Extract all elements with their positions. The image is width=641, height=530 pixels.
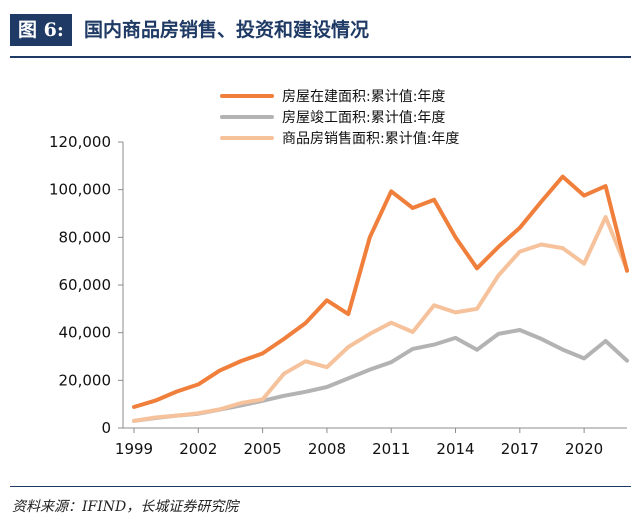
series-line-3 [132, 215, 629, 423]
legend-label-3: 商品房销售面积:累计值:年度 [282, 131, 459, 147]
x-tick-label: 2011 [372, 440, 410, 458]
x-tick-label: 2020 [565, 440, 603, 458]
x-tick-label: 2002 [179, 440, 217, 458]
figure-title: 国内商品房销售、投资和建设情况 [84, 19, 370, 41]
figure-label: 图 6: [10, 14, 72, 46]
y-tick-label: 40,000 [59, 324, 112, 342]
series-line-2 [132, 328, 629, 423]
legend-label-1: 房屋在建面积:累计值:年度 [282, 89, 445, 105]
y-tick-label: 60,000 [59, 276, 112, 294]
series-line-1 [132, 174, 629, 409]
y-tick-label: 100,000 [49, 181, 111, 199]
source-note: 资料来源：IFIND，长城证券研究院 [12, 499, 239, 515]
x-tick-label: 2008 [308, 440, 346, 458]
y-tick-label: 0 [101, 419, 111, 437]
header-rule [10, 56, 631, 58]
figure-header: 图 6: 国内商品房销售、投资和建设情况 [0, 0, 641, 62]
x-tick-label: 2014 [436, 440, 474, 458]
x-tick-label: 2005 [244, 440, 282, 458]
x-tick-label: 1999 [115, 440, 153, 458]
y-tick-label: 120,000 [49, 133, 111, 151]
x-tick-label: 2017 [501, 440, 539, 458]
y-tick-label: 20,000 [59, 371, 112, 389]
y-tick-label: 80,000 [59, 228, 112, 246]
footer-rule [10, 486, 631, 487]
legend-label-2: 房屋竣工面积:累计值:年度 [282, 110, 445, 126]
